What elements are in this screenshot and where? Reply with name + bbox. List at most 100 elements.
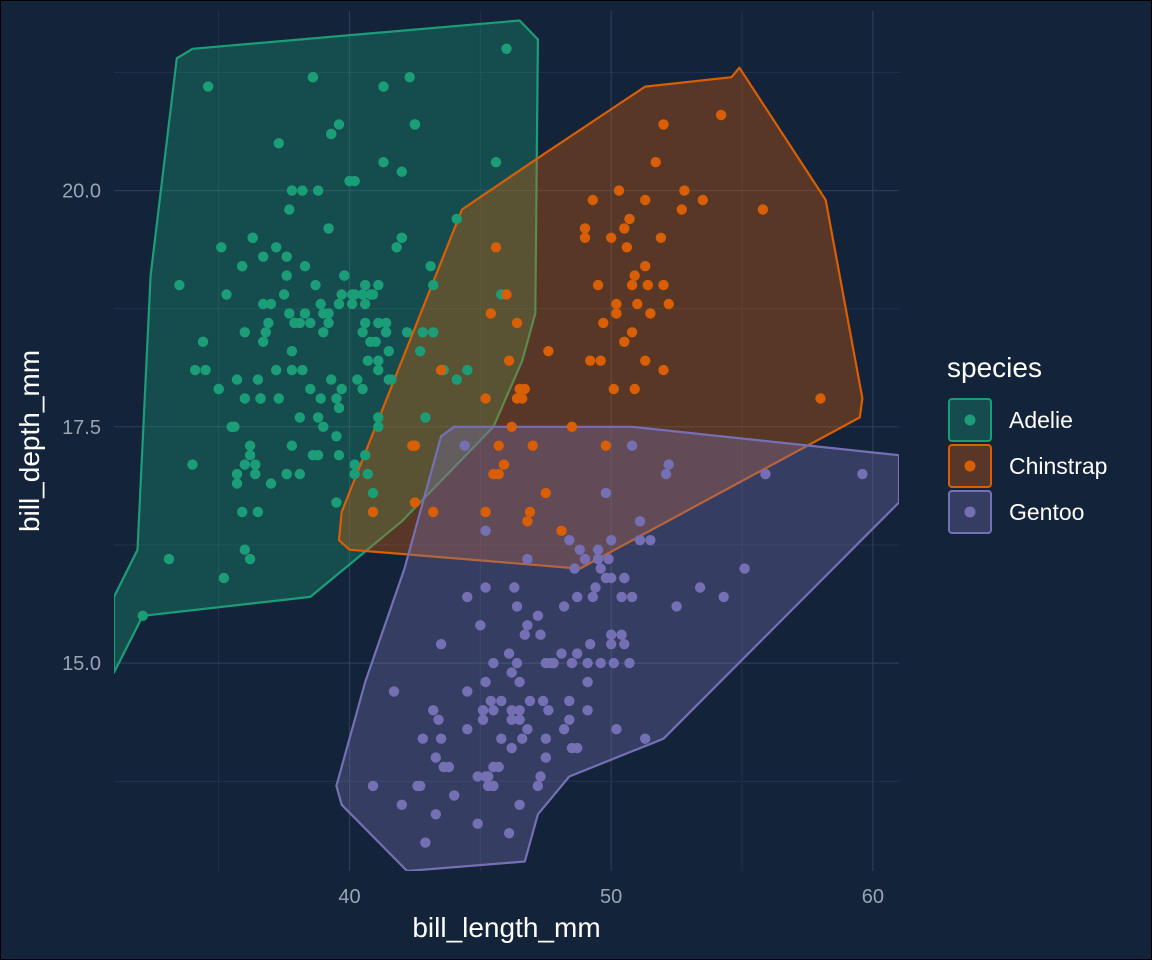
point-adelie [378, 157, 389, 168]
x-axis-title: bill_length_mm [412, 912, 600, 943]
point-gentoo [634, 535, 646, 546]
point-gentoo [485, 695, 496, 707]
point-chinstrap [595, 355, 606, 366]
y-tick-label: 15.0 [62, 653, 101, 675]
point-gentoo [606, 535, 617, 546]
point-gentoo [585, 639, 596, 650]
point-adelie [286, 440, 298, 451]
point-adelie [189, 364, 201, 376]
point-gentoo [640, 733, 651, 744]
point-adelie [373, 279, 384, 291]
y-axis-ticks: 15.0 17.5 20.0 [62, 181, 101, 676]
point-gentoo [606, 639, 617, 650]
legend-item-chinstrap: Chinstrap [948, 444, 1107, 488]
point-gentoo [566, 742, 578, 754]
point-chinstrap [655, 232, 667, 243]
point-gentoo [574, 544, 585, 555]
point-chinstrap [556, 525, 567, 536]
point-gentoo [857, 468, 868, 480]
point-chinstrap [409, 497, 421, 508]
point-adelie [401, 327, 413, 338]
point-adelie [451, 374, 462, 385]
point-gentoo [430, 752, 441, 763]
point-adelie [247, 232, 258, 243]
point-adelie [216, 242, 227, 253]
point-adelie [336, 383, 347, 395]
point-adelie [344, 175, 355, 187]
point-gentoo [556, 648, 567, 659]
point-adelie [428, 327, 439, 338]
point-gentoo [603, 553, 614, 565]
point-gentoo [511, 657, 523, 669]
point-gentoo [566, 657, 578, 669]
point-chinstrap [650, 157, 661, 168]
point-adelie [174, 279, 185, 291]
point-gentoo [616, 591, 627, 603]
point-gentoo [606, 629, 617, 640]
point-gentoo [739, 563, 750, 574]
point-adelie [271, 364, 282, 376]
point-gentoo [433, 714, 444, 725]
point-adelie [323, 317, 334, 329]
point-gentoo [435, 639, 447, 650]
points-gentoo [367, 440, 868, 848]
point-adelie [451, 213, 462, 225]
point-chinstrap [757, 204, 769, 215]
point-chinstrap [642, 279, 653, 291]
point-adelie [239, 327, 250, 338]
point-gentoo [587, 591, 598, 603]
point-gentoo [582, 676, 593, 688]
point-adelie [373, 421, 384, 432]
point-gentoo [480, 525, 491, 536]
point-chinstrap [629, 270, 640, 281]
points-chinstrap [367, 109, 826, 536]
point-adelie [331, 431, 342, 442]
point-adelie [263, 317, 274, 329]
point-gentoo [660, 468, 672, 480]
point-adelie [221, 289, 232, 300]
point-adelie [252, 374, 264, 385]
point-adelie [294, 468, 305, 480]
point-adelie [357, 327, 368, 338]
point-chinstrap [658, 119, 669, 130]
point-gentoo [572, 591, 583, 603]
point-chinstrap [506, 421, 517, 432]
point-chinstrap [611, 298, 622, 310]
point-chinstrap [606, 232, 617, 243]
point-chinstrap [621, 242, 633, 253]
point-gentoo [435, 733, 447, 744]
point-chinstrap [527, 440, 538, 451]
point-adelie [318, 327, 329, 338]
point-adelie [137, 610, 148, 621]
point-adelie [383, 346, 394, 357]
point-adelie [305, 317, 316, 329]
data-points [137, 43, 868, 848]
legend-key-point [964, 414, 976, 426]
point-adelie [273, 138, 284, 149]
point-adelie [373, 317, 384, 329]
point-adelie [462, 364, 473, 376]
point-adelie [271, 242, 282, 253]
point-adelie [312, 412, 324, 423]
point-gentoo [626, 591, 638, 603]
point-chinstrap [524, 506, 536, 518]
point-adelie [239, 544, 250, 555]
point-adelie [281, 270, 292, 281]
y-axis-title: bill_depth_mm [14, 350, 45, 532]
point-chinstrap [600, 440, 612, 451]
hull-adelie [114, 19, 540, 674]
point-adelie [260, 327, 271, 338]
point-adelie [360, 450, 371, 461]
point-chinstrap [490, 242, 502, 253]
point-gentoo [519, 629, 530, 640]
point-adelie [428, 279, 439, 291]
point-chinstrap [579, 232, 591, 243]
point-gentoo [459, 440, 470, 451]
point-adelie [331, 393, 342, 404]
point-adelie [490, 157, 502, 168]
point-gentoo [475, 620, 486, 631]
point-adelie [333, 402, 345, 414]
point-gentoo [616, 629, 627, 640]
point-gentoo [496, 695, 507, 707]
